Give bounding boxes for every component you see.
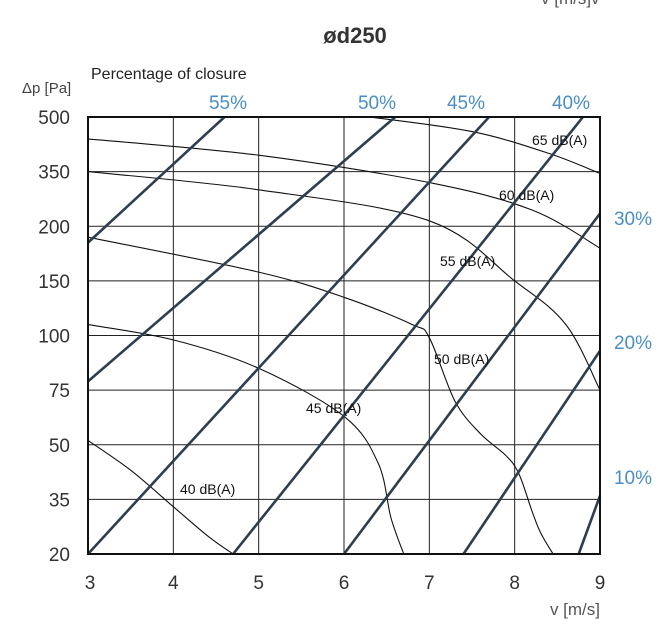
closure-label: 30% [614, 209, 652, 230]
sound-label: 55 dB(A) [440, 253, 495, 269]
sound-curve-50 [87, 236, 554, 555]
grid [87, 116, 601, 555]
plot-frame [87, 116, 601, 555]
y-tick-label: 350 [38, 163, 70, 184]
sound-label: 60 dB(A) [499, 187, 554, 203]
closure-label: 50% [358, 93, 396, 114]
x-tick-label: 5 [253, 573, 264, 594]
x-tick-label: 4 [168, 573, 179, 594]
y-tick-label: 75 [49, 381, 70, 402]
closure-line-10pct [577, 495, 602, 555]
corner-label: v [m/s]v [541, 0, 600, 8]
x-ticks: 3 4 5 6 7 8 9 [85, 573, 606, 594]
closure-title: Percentage of closure [91, 66, 247, 83]
closure-line-20pct [462, 350, 602, 555]
y-tick-label: 35 [49, 490, 70, 511]
closure-label: 40% [552, 93, 590, 114]
x-tick-label: 8 [509, 573, 520, 594]
sound-curve-60 [87, 138, 601, 249]
sound-curve-65 [369, 116, 601, 174]
y-tick-label: 100 [38, 327, 70, 348]
chart-title: ød250 [323, 23, 387, 48]
closure-label: 55% [209, 93, 247, 114]
y-tick-label: 500 [38, 108, 70, 129]
sound-curve-45 [87, 324, 405, 555]
x-tick-label: 7 [424, 573, 435, 594]
closure-line-45pct [87, 116, 491, 555]
x-tick-label: 6 [339, 573, 350, 594]
y-tick-label: 200 [38, 217, 70, 238]
y-tick-label: 20 [49, 545, 70, 566]
closure-line-40pct [232, 116, 584, 555]
y-tick-label: 150 [38, 272, 70, 293]
sound-label: 45 dB(A) [306, 400, 361, 416]
x-axis-label: v [m/s] [550, 600, 600, 619]
sound-label: 65 dB(A) [532, 132, 587, 148]
y-axis-label: Δp [Pa] [22, 80, 71, 97]
x-tick-label: 3 [85, 573, 96, 594]
sound-label: 50 dB(A) [434, 351, 489, 367]
series-labels: 55% 50% 45% 40% 30% 20% 10% 65 dB(A) 60 dB(A) 55 … [180, 93, 652, 497]
closure-lines [87, 116, 602, 555]
y-tick-label: 50 [49, 436, 70, 457]
x-tick-label: 9 [595, 573, 606, 594]
closure-label: 10% [614, 468, 652, 489]
sound-curve-55 [87, 171, 601, 391]
y-ticks: 20 35 50 75 100 150 200 350 500 [38, 108, 70, 566]
sound-level-curves [87, 116, 601, 555]
closure-line-50pct [87, 116, 397, 383]
closure-label: 45% [447, 93, 485, 114]
sound-curve-40 [87, 439, 234, 555]
closure-line-30pct [342, 212, 602, 555]
sound-label: 40 dB(A) [180, 481, 235, 497]
closure-label: 20% [614, 333, 652, 354]
closure-line-55pct [87, 116, 226, 244]
